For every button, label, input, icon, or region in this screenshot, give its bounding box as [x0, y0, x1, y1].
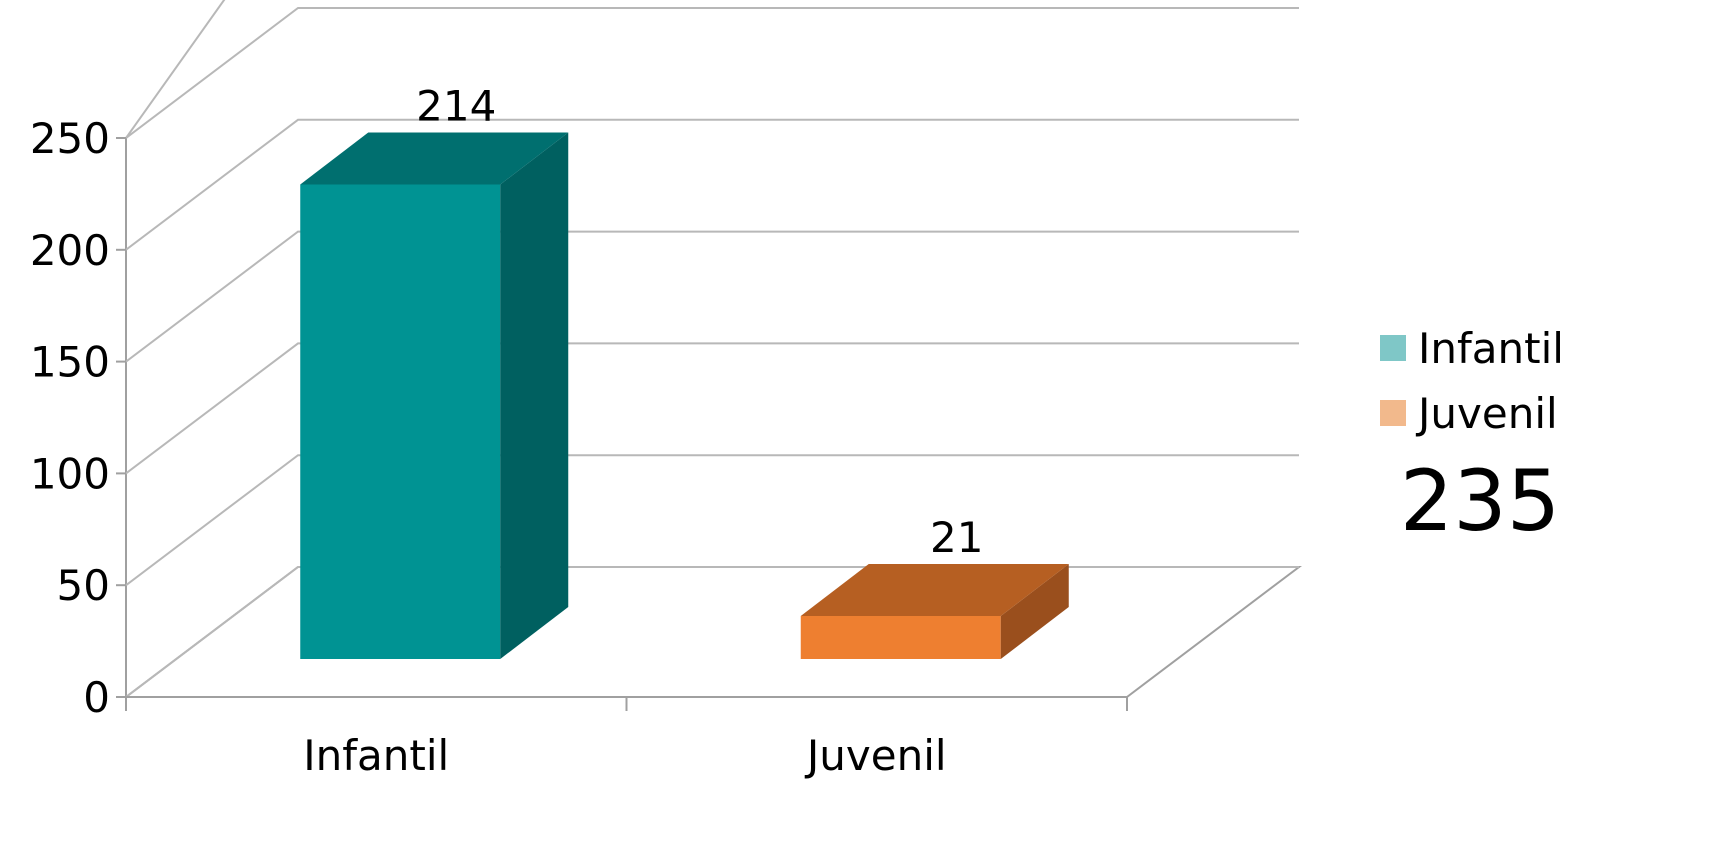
gridline: [125, 7, 1299, 139]
y-tick-label: 50: [57, 561, 110, 610]
x-axis: [125, 696, 1128, 711]
y-tick-label: 150: [30, 338, 110, 387]
bar-front-juvenil: [800, 616, 1001, 659]
total-annotation: 235: [1400, 452, 1560, 550]
legend: Infantil Juvenil: [1380, 324, 1564, 438]
gridline: [125, 118, 1299, 251]
legend-label-juvenil: Juvenil: [1415, 389, 1558, 438]
bar-front-infantil: [300, 184, 501, 659]
legend-swatch-juvenil: [1380, 400, 1406, 426]
y-tick-label: 250: [30, 114, 110, 163]
y-tick-label: 100: [30, 449, 110, 498]
y-axis-ticks: 0 50 100 150 200 250: [30, 114, 126, 722]
bar-top-juvenil: [800, 564, 1069, 617]
gridlines: [125, 0, 1299, 698]
bars: [300, 132, 1069, 660]
legend-swatch-infantil: [1380, 335, 1406, 361]
gridline: [125, 454, 1299, 586]
bar-side-infantil: [500, 132, 569, 660]
data-label-infantil: 214: [416, 81, 496, 130]
bar-infantil: [300, 132, 569, 660]
gridline: [125, 0, 226, 139]
bar-side-juvenil: [1000, 564, 1069, 659]
gridline: [125, 342, 1299, 475]
bar-top-infantil: [300, 132, 569, 185]
y-tick-label: 200: [30, 226, 110, 275]
data-label-juvenil: 21: [930, 513, 983, 562]
y-tick-label: 0: [83, 673, 110, 722]
x-tick-label-juvenil: Juvenil: [804, 731, 947, 780]
gridline: [125, 230, 1299, 363]
legend-label-infantil: Infantil: [1418, 324, 1564, 373]
x-tick-label-infantil: Infantil: [303, 731, 449, 780]
bar-juvenil: [800, 564, 1069, 659]
